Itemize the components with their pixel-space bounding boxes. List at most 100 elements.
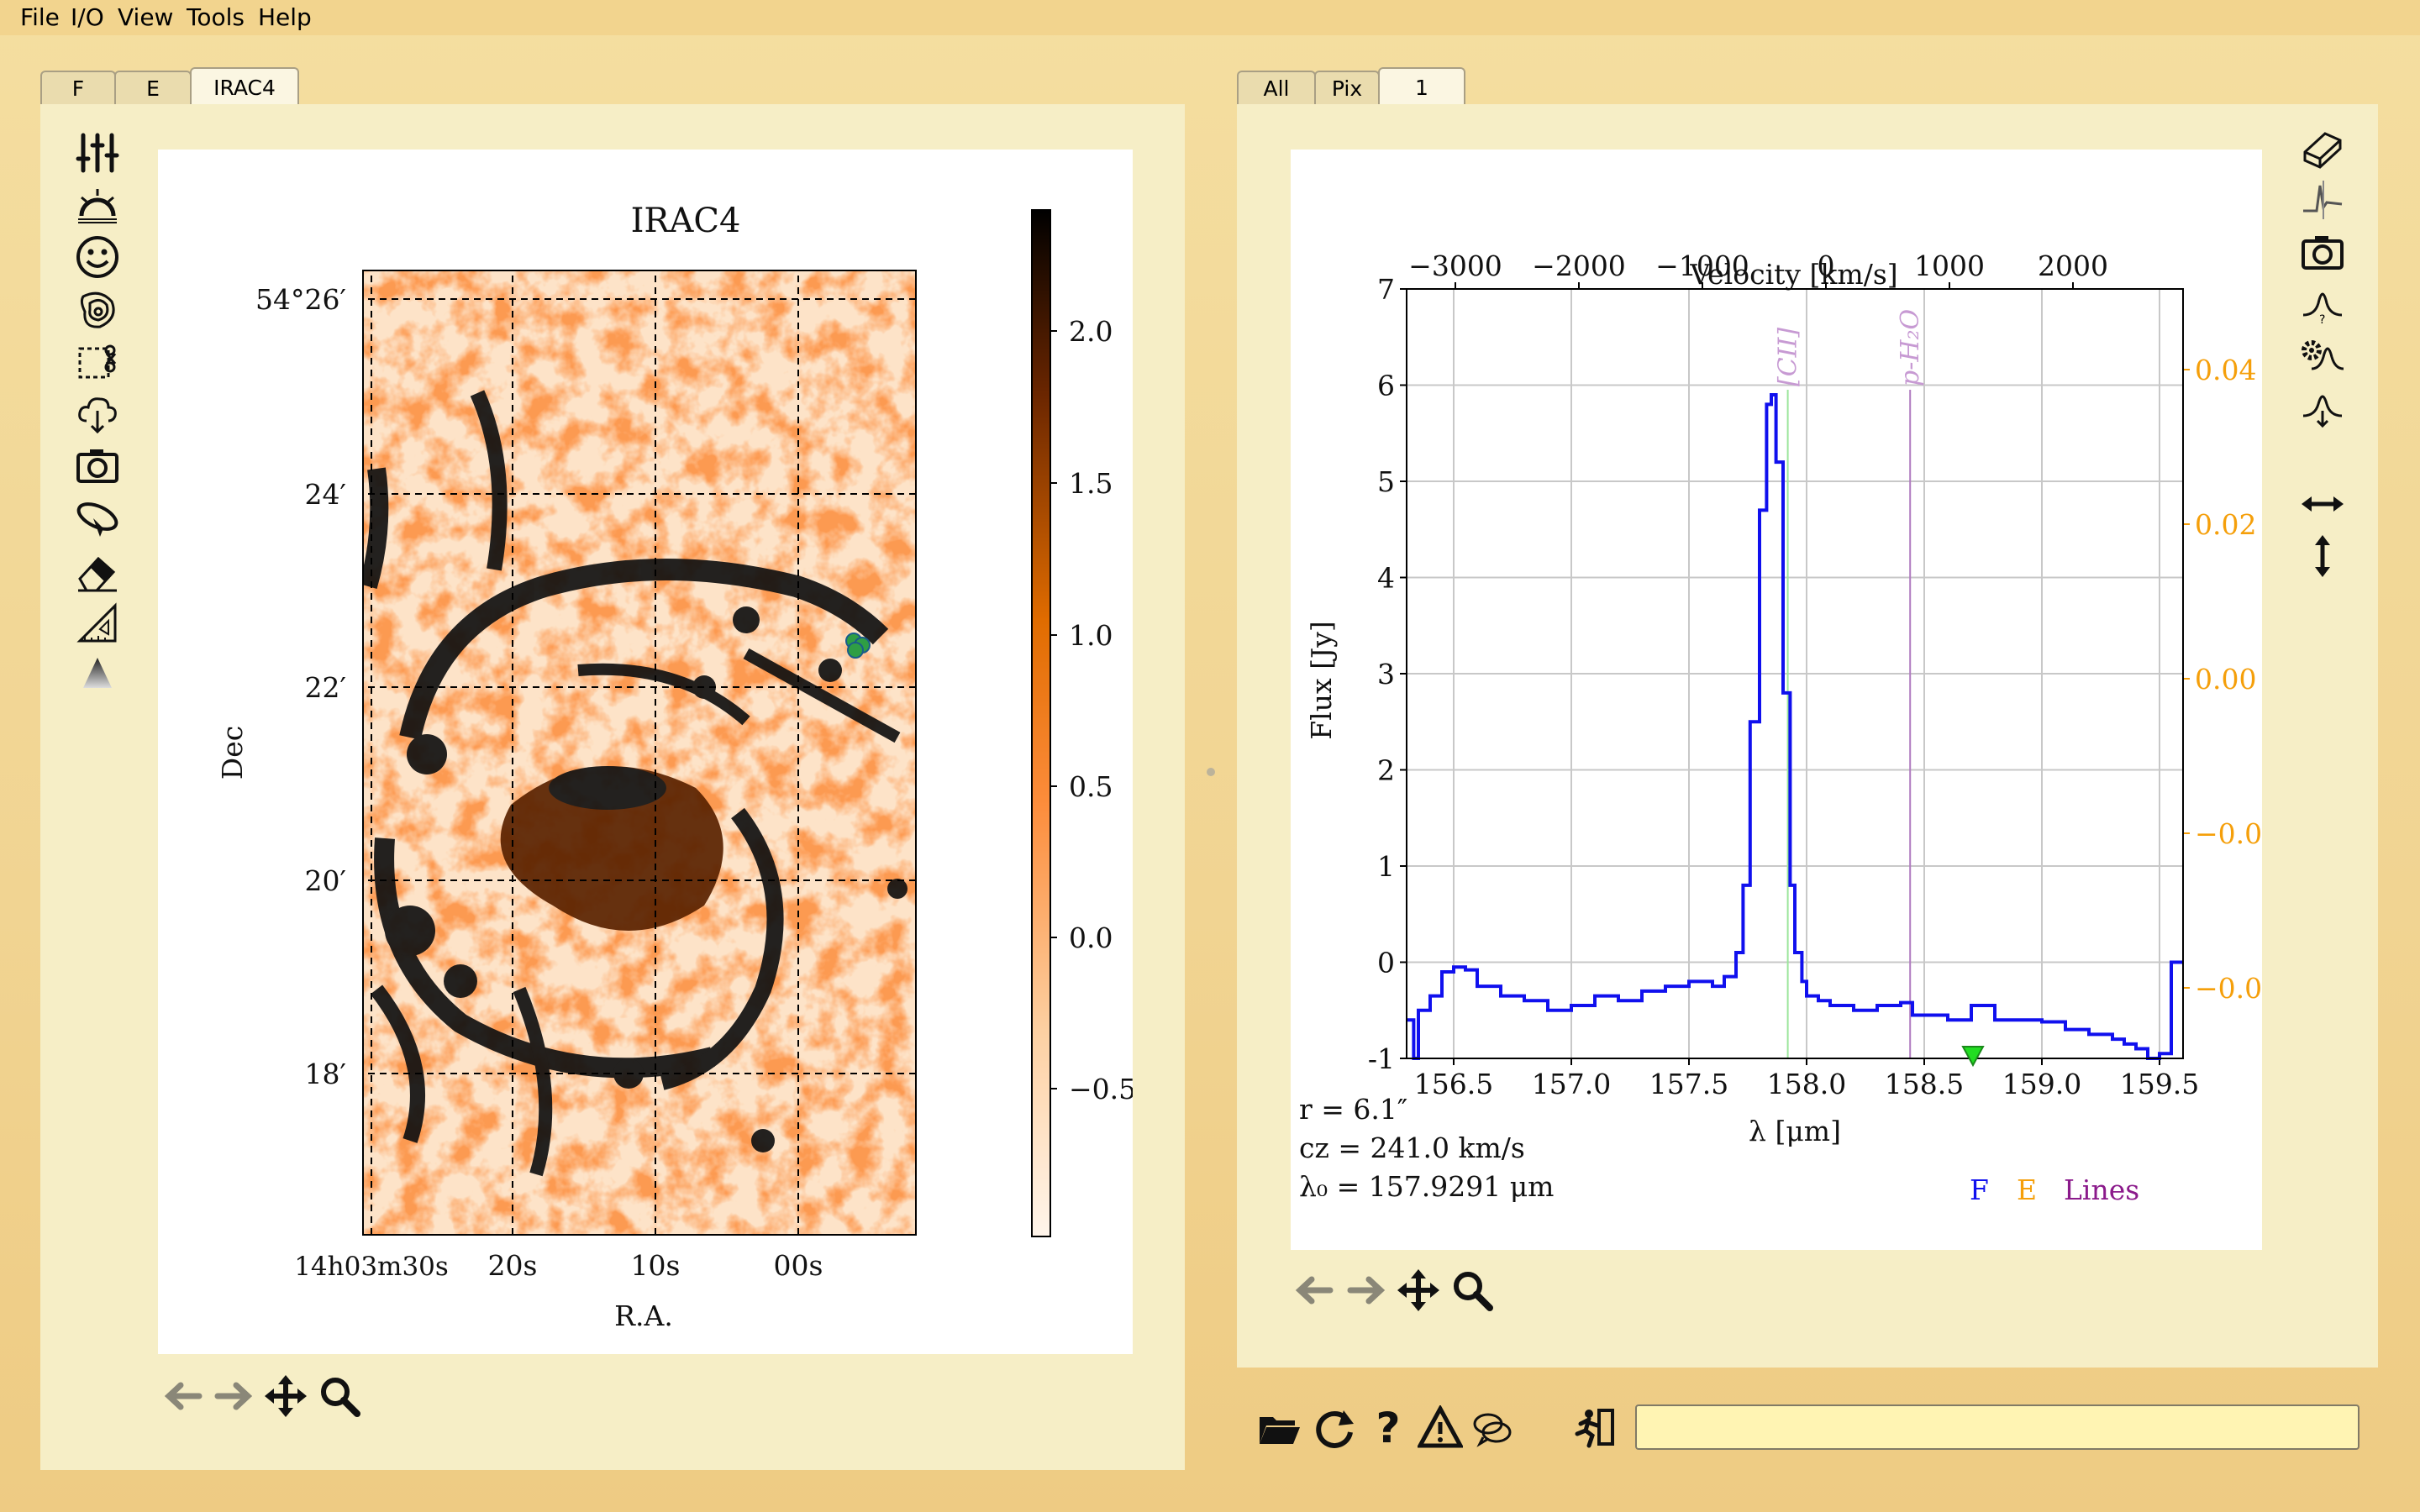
y-tick-label: 7 bbox=[1377, 273, 1395, 306]
menu-view[interactable]: View bbox=[118, 3, 174, 31]
triangle-icon[interactable] bbox=[72, 650, 123, 697]
camera-icon[interactable] bbox=[72, 442, 123, 489]
gaussian-gear-icon[interactable] bbox=[2297, 333, 2348, 380]
spectrum-canvas[interactable]: Velocity [km/s] 156.5 157.0 157.5 158.0 158.… bbox=[1291, 150, 2262, 1250]
info-redshift: cz = 241.0 km/s bbox=[1299, 1131, 1525, 1164]
right-tick-label: 0.00 bbox=[2195, 663, 2256, 696]
tab-irac4[interactable]: IRAC4 bbox=[190, 67, 299, 106]
ruler-icon[interactable] bbox=[72, 600, 123, 647]
menu-io[interactable]: I/O bbox=[71, 3, 104, 31]
y-tick-label: 1 bbox=[1377, 850, 1395, 883]
pan-icon[interactable] bbox=[1393, 1267, 1444, 1314]
tab-1[interactable]: 1 bbox=[1378, 67, 1465, 106]
galaxy-image bbox=[363, 270, 916, 1235]
dec-axis-label: Dec bbox=[216, 726, 249, 780]
top-tick-label: −3000 bbox=[1408, 249, 1502, 282]
back-arrow-icon[interactable] bbox=[158, 1373, 208, 1420]
x-tick-label: 156.5 bbox=[1414, 1068, 1493, 1100]
colorbar-tick: 2.0 bbox=[1069, 315, 1113, 348]
top-tick-label: 1000 bbox=[1914, 249, 1985, 282]
zoom-icon[interactable] bbox=[314, 1373, 365, 1420]
dec-tick: 24′ bbox=[305, 478, 346, 511]
menu-help[interactable]: Help bbox=[258, 3, 312, 31]
ra-axis-label: R.A. bbox=[614, 1299, 673, 1332]
forward-arrow-icon[interactable] bbox=[1341, 1267, 1392, 1314]
reload-icon[interactable] bbox=[1309, 1404, 1360, 1452]
eraser-icon[interactable] bbox=[72, 548, 123, 595]
ra-tick: 14h03m30s bbox=[294, 1252, 449, 1282]
colorbar-tick: −0.5 bbox=[1069, 1073, 1133, 1105]
camera-icon[interactable] bbox=[2297, 228, 2348, 276]
right-tick-label: −0.0 bbox=[2195, 817, 2262, 850]
y-tick-label: 2 bbox=[1377, 754, 1395, 787]
colorbar-tick: 1.0 bbox=[1069, 619, 1113, 652]
contour-icon[interactable] bbox=[72, 286, 123, 333]
menu-file[interactable]: File bbox=[20, 3, 60, 31]
gaussian-download-icon[interactable] bbox=[2297, 385, 2348, 432]
tab-all[interactable]: All bbox=[1237, 71, 1316, 104]
ra-tick: 00s bbox=[774, 1249, 823, 1282]
spectrum-icon[interactable] bbox=[2297, 176, 2348, 223]
legend-e[interactable]: E bbox=[2017, 1173, 2037, 1206]
x-tick-label: 158.5 bbox=[1885, 1068, 1964, 1100]
spectrum-panel: Velocity [km/s] 156.5 157.0 157.5 158.0 158.… bbox=[1237, 104, 2378, 1368]
top-tick-label: −2000 bbox=[1532, 249, 1626, 282]
tab-e[interactable]: E bbox=[114, 71, 192, 104]
colorbar-tick: 0.0 bbox=[1069, 921, 1113, 954]
menu-tools[interactable]: Tools bbox=[187, 3, 245, 31]
y-tick-label: 3 bbox=[1377, 658, 1395, 690]
dec-tick: 54°26′ bbox=[255, 283, 346, 316]
aperture-marker[interactable] bbox=[845, 633, 871, 659]
right-tick-label: −0.0 bbox=[2195, 972, 2262, 1005]
chat-icon[interactable] bbox=[1467, 1404, 1518, 1452]
exit-icon[interactable] bbox=[1570, 1404, 1620, 1452]
help-icon[interactable]: ? bbox=[1376, 1404, 1401, 1452]
horizontal-arrows-icon[interactable] bbox=[2297, 480, 2348, 528]
image-panel: IRAC4 bbox=[40, 104, 1185, 1470]
folder-icon[interactable] bbox=[1254, 1404, 1304, 1452]
x-tick-label: 159.5 bbox=[2120, 1068, 2199, 1100]
y-tick-label: 4 bbox=[1377, 562, 1395, 595]
sunrise-icon[interactable] bbox=[72, 181, 123, 228]
forward-arrow-icon[interactable] bbox=[208, 1373, 259, 1420]
plot-frame bbox=[1406, 288, 2184, 1059]
velocity-axis-label: Velocity [km/s] bbox=[1689, 258, 1897, 291]
crop-icon[interactable] bbox=[72, 338, 123, 385]
status-input[interactable] bbox=[1635, 1404, 2360, 1450]
menu-bar: File I/O View Tools Help bbox=[0, 0, 2420, 35]
satellite-icon[interactable] bbox=[72, 496, 123, 543]
tab-pix[interactable]: Pix bbox=[1314, 71, 1380, 104]
tab-f[interactable]: F bbox=[40, 71, 116, 104]
splitter-handle[interactable] bbox=[1207, 768, 1215, 776]
flux-series-line bbox=[1407, 392, 2183, 1060]
legend-f[interactable]: F bbox=[1970, 1173, 1989, 1206]
colorbar bbox=[1031, 209, 1051, 1237]
sliders-icon[interactable] bbox=[72, 129, 123, 176]
info-radius: r = 6.1″ bbox=[1299, 1093, 1407, 1126]
x-tick-label: 157.0 bbox=[1532, 1068, 1611, 1100]
cloud-download-icon[interactable] bbox=[72, 390, 123, 437]
pan-icon[interactable] bbox=[260, 1373, 311, 1420]
right-tick-label: 0.02 bbox=[2195, 508, 2256, 541]
smiley-icon[interactable] bbox=[72, 234, 123, 281]
back-arrow-icon[interactable] bbox=[1289, 1267, 1339, 1314]
image-canvas[interactable]: IRAC4 bbox=[158, 150, 1136, 1354]
svg-text:?: ? bbox=[2319, 313, 2325, 327]
zoom-icon[interactable] bbox=[1447, 1267, 1497, 1314]
dec-tick: 22′ bbox=[305, 671, 346, 704]
dec-tick: 20′ bbox=[305, 864, 346, 897]
y-tick-label: 6 bbox=[1377, 370, 1395, 402]
ra-tick: 20s bbox=[488, 1249, 538, 1282]
spectral-line-label: [CII] bbox=[1774, 328, 1803, 386]
legend-lines[interactable]: Lines bbox=[2064, 1173, 2139, 1206]
line-marker-triangle[interactable] bbox=[1961, 1046, 1985, 1068]
y-tick-label: 5 bbox=[1377, 465, 1395, 498]
x-tick-label: 158.0 bbox=[1767, 1068, 1846, 1100]
top-tick-label: −1000 bbox=[1655, 249, 1749, 282]
warning-icon[interactable] bbox=[1415, 1404, 1465, 1452]
gaussian-question-icon[interactable]: ? bbox=[2297, 281, 2348, 328]
vertical-arrows-icon[interactable] bbox=[2297, 533, 2348, 580]
eraser-3d-icon[interactable] bbox=[2297, 124, 2348, 171]
y-tick-label: 0 bbox=[1377, 947, 1395, 979]
spectral-line-label: p-H₂O bbox=[1896, 309, 1925, 386]
